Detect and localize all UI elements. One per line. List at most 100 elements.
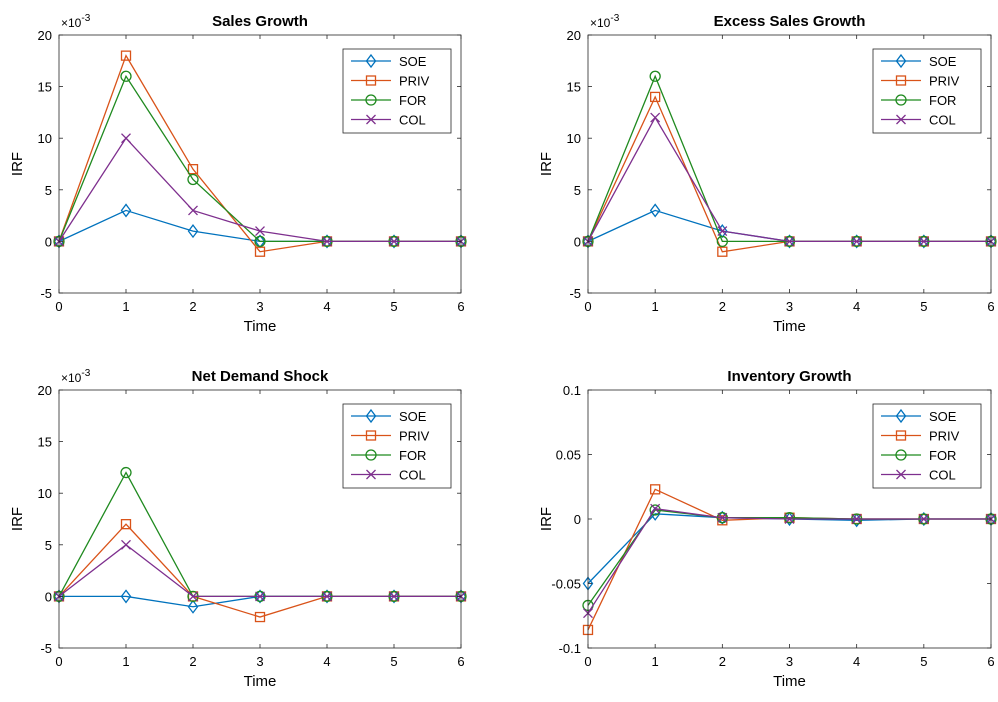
legend-label-for: FOR bbox=[399, 93, 426, 108]
x-axis-label: Time bbox=[773, 318, 806, 335]
y-exponent-power: -3 bbox=[81, 13, 90, 24]
x-tick-label: 1 bbox=[652, 299, 659, 314]
x-tick-label: 4 bbox=[853, 654, 860, 669]
legend-marker-soe bbox=[895, 53, 907, 69]
legend-marker-col bbox=[896, 469, 906, 480]
data-point-priv-3 bbox=[254, 611, 266, 623]
data-point-soe-2 bbox=[717, 223, 728, 239]
series-col bbox=[583, 112, 996, 247]
x-tick-label: 4 bbox=[853, 299, 860, 314]
x-tick-label: 6 bbox=[987, 299, 994, 314]
x-tick-label: 6 bbox=[987, 654, 994, 669]
legend-label-col: COL bbox=[929, 113, 956, 128]
x-tick-label: 0 bbox=[584, 299, 591, 314]
y-tick-label: 15 bbox=[38, 435, 52, 450]
y-tick-label: -5 bbox=[40, 641, 52, 656]
y-tick-label: 15 bbox=[38, 80, 52, 95]
y-exponent-label: ×10-3 bbox=[61, 13, 91, 30]
legend-marker-priv bbox=[365, 75, 377, 86]
legend-label-priv: PRIV bbox=[399, 74, 430, 89]
chart-title: Net Demand Shock bbox=[192, 368, 329, 385]
data-point-col-1 bbox=[121, 133, 131, 144]
data-point-for-3 bbox=[783, 512, 796, 524]
legend-marker-for bbox=[895, 94, 907, 106]
data-point-col-4 bbox=[851, 514, 862, 524]
data-point-col-4 bbox=[322, 591, 332, 602]
data-point-soe-5 bbox=[918, 234, 930, 249]
y-exponent-power: -3 bbox=[610, 13, 619, 24]
legend-marker-col bbox=[366, 469, 376, 480]
data-point-col-3 bbox=[255, 226, 265, 237]
legend: SOE PRIV FOR COL bbox=[872, 403, 982, 489]
data-point-col-5 bbox=[918, 236, 929, 247]
x-tick-label: 4 bbox=[323, 299, 330, 314]
data-point-col-2 bbox=[717, 512, 728, 523]
x-tick-label: 3 bbox=[256, 654, 263, 669]
legend-label-soe: SOE bbox=[929, 409, 957, 424]
data-point-col-4 bbox=[851, 236, 862, 247]
y-tick-label: -0.05 bbox=[551, 577, 581, 592]
data-point-soe-3 bbox=[254, 589, 266, 604]
data-point-soe-1 bbox=[120, 589, 132, 604]
data-point-col-2 bbox=[188, 205, 198, 216]
data-point-col-1 bbox=[650, 503, 661, 514]
chart-title: Inventory Growth bbox=[727, 368, 851, 385]
y-tick-label: 10 bbox=[567, 131, 581, 146]
legend-marker-for bbox=[365, 449, 377, 461]
data-point-soe-4 bbox=[851, 234, 862, 249]
y-tick-label: -5 bbox=[40, 286, 52, 301]
data-point-priv-1 bbox=[650, 91, 661, 103]
y-tick-label: 5 bbox=[574, 183, 581, 198]
data-point-priv-3 bbox=[254, 246, 266, 257]
y-tick-label: 0 bbox=[574, 512, 581, 527]
legend-marker-priv bbox=[895, 430, 907, 441]
legend: SOE PRIV FOR COL bbox=[342, 48, 452, 134]
y-exponent-label: ×10-3 bbox=[590, 13, 620, 30]
y-tick-label: 5 bbox=[45, 183, 52, 198]
x-tick-label: 0 bbox=[584, 654, 591, 669]
x-tick-label: 6 bbox=[457, 654, 464, 669]
x-tick-label: 4 bbox=[323, 654, 330, 669]
x-tick-label: 6 bbox=[457, 299, 464, 314]
x-tick-label: 0 bbox=[55, 654, 62, 669]
y-tick-label: 15 bbox=[567, 80, 581, 95]
legend-marker-for bbox=[365, 94, 377, 106]
y-tick-label: -0.1 bbox=[559, 641, 581, 656]
data-point-for-1 bbox=[649, 70, 661, 82]
y-tick-label: 20 bbox=[38, 28, 52, 43]
y-tick-label: 10 bbox=[38, 486, 52, 501]
y-axis-label: IRF bbox=[9, 507, 26, 531]
legend-label-for: FOR bbox=[929, 448, 956, 463]
x-tick-label: 5 bbox=[920, 654, 927, 669]
y-axis-label: IRF bbox=[9, 152, 26, 176]
series-col bbox=[583, 503, 996, 619]
data-point-for-2 bbox=[187, 173, 199, 186]
x-tick-label: 5 bbox=[390, 654, 397, 669]
series-col bbox=[54, 133, 466, 247]
legend-label-soe: SOE bbox=[399, 54, 427, 69]
data-point-soe-5 bbox=[918, 511, 930, 527]
data-point-col-5 bbox=[918, 514, 929, 524]
data-point-for-2 bbox=[716, 235, 728, 248]
data-point-priv-1 bbox=[120, 50, 132, 61]
series-col bbox=[54, 539, 466, 602]
legend-marker-soe bbox=[365, 53, 377, 69]
data-point-soe-4 bbox=[321, 589, 333, 604]
legend-marker-soe bbox=[365, 408, 377, 424]
y-tick-label: 0.1 bbox=[563, 383, 581, 398]
y-tick-label: 20 bbox=[567, 28, 581, 43]
y-tick-label: 0.05 bbox=[556, 448, 581, 463]
data-point-col-5 bbox=[389, 591, 399, 602]
data-point-priv-2 bbox=[717, 246, 728, 257]
data-point-col-3 bbox=[784, 236, 795, 247]
data-point-priv-1 bbox=[650, 484, 661, 495]
y-tick-label: 5 bbox=[45, 538, 52, 553]
y-exponent-label: ×10-3 bbox=[61, 368, 91, 385]
data-point-for-1 bbox=[120, 70, 132, 82]
data-point-soe-1 bbox=[649, 203, 661, 218]
x-tick-label: 3 bbox=[256, 299, 263, 314]
data-point-col-4 bbox=[322, 236, 332, 247]
y-exponent-power: -3 bbox=[81, 368, 90, 379]
